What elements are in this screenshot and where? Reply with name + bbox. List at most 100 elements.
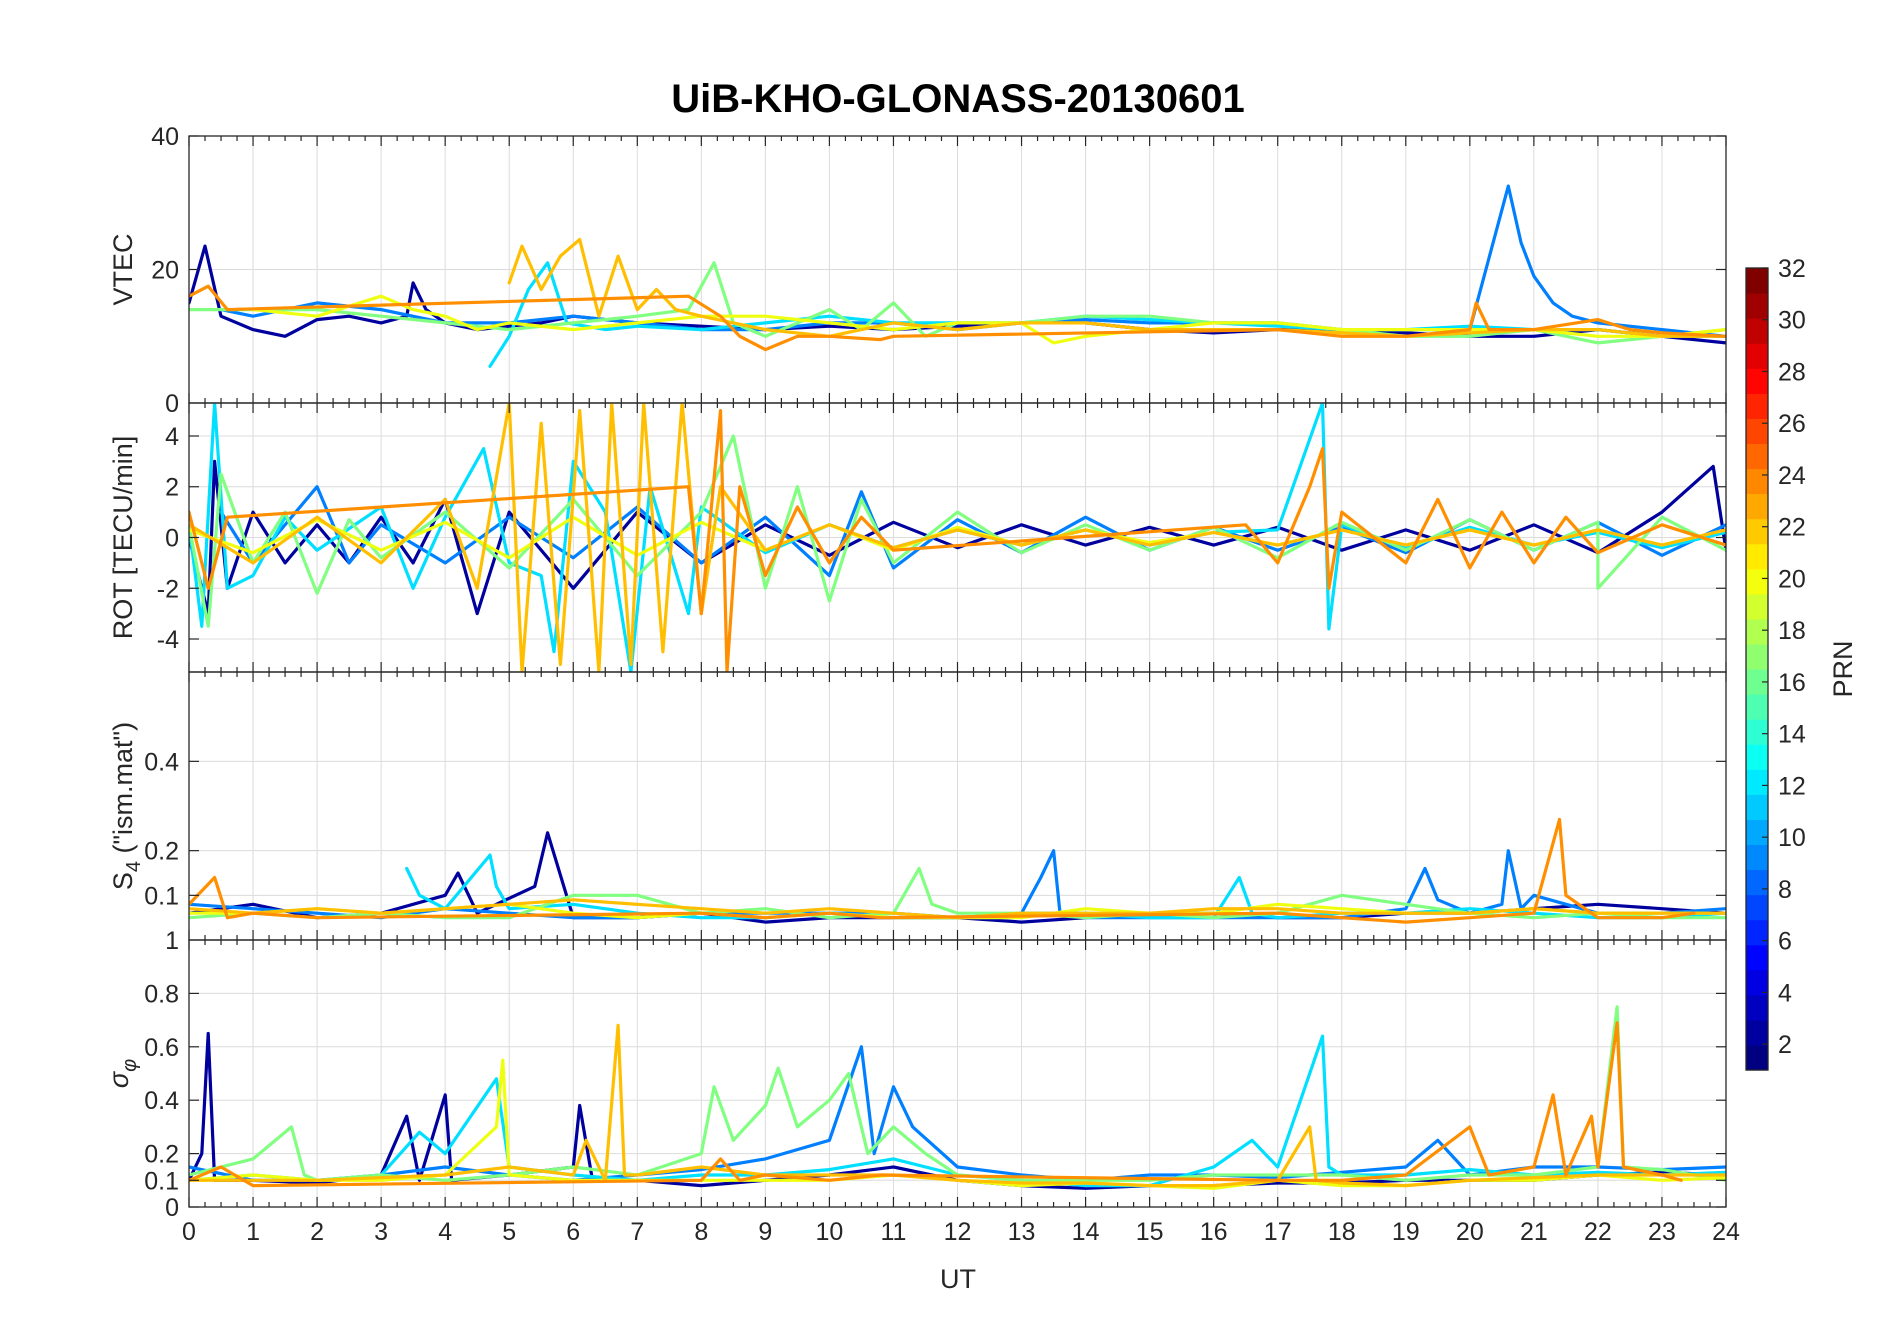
colorbar-segment (1746, 894, 1768, 921)
series-line-prn-16 (189, 1005, 1726, 1182)
x-tick-label: 16 (1200, 1218, 1228, 1246)
colorbar-segment (1746, 493, 1768, 520)
y-tick-label: 0.6 (144, 1034, 179, 1062)
colorbar-label: PRN (1828, 640, 1858, 697)
colorbar-tick-label: 32 (1778, 255, 1806, 283)
x-tick-label: 8 (694, 1218, 708, 1246)
series-line-prn-22 (507, 237, 1726, 338)
y-tick-label-s4-one: 1 (165, 927, 179, 955)
y-axis-label-sigma: σφ (104, 1059, 141, 1088)
colorbar-segment (1746, 443, 1768, 470)
colorbar-segment (1746, 593, 1768, 620)
series-line-prn-24 (189, 284, 1726, 352)
colorbar-tick-label: 14 (1778, 721, 1806, 749)
colorbar-segment (1746, 669, 1768, 695)
y-tick-label: -2 (157, 575, 179, 603)
y-tick-label-vtec-zero: 0 (165, 390, 179, 418)
x-tick-label: 1 (246, 1218, 260, 1246)
x-tick-label: 9 (758, 1218, 772, 1246)
colorbar-segment (1746, 418, 1768, 445)
colorbar-tick-label: 4 (1778, 979, 1792, 1007)
colorbar-segment (1746, 343, 1768, 369)
colorbar-segment (1746, 844, 1768, 871)
colorbar-segment (1746, 1044, 1768, 1071)
chart-title: UiB-KHO-GLONASS-20130601 (671, 77, 1245, 121)
colorbar-tick-label: 8 (1778, 876, 1792, 904)
colorbar-segment (1746, 318, 1768, 344)
colorbar-segment (1746, 994, 1768, 1021)
colorbar-tick-label: 28 (1778, 358, 1806, 386)
y-tick-label: 0.1 (144, 1167, 179, 1195)
colorbar-tick-label: 24 (1778, 462, 1806, 490)
y-tick-label: 0.2 (144, 1141, 179, 1169)
series-line-prn-9 (189, 1045, 1726, 1182)
colorbar-segment (1746, 393, 1768, 419)
x-tick-label: 20 (1456, 1218, 1484, 1246)
y-axis-label-s4: S4 ("ism.mat") (108, 722, 145, 890)
colorbar-segment (1746, 268, 1768, 294)
x-tick-label: 10 (816, 1218, 844, 1246)
x-tick-label: 17 (1264, 1218, 1292, 1246)
series-line-prn-24 (189, 409, 1726, 672)
colorbar-tick-label: 22 (1778, 514, 1806, 542)
colorbar-segment (1746, 744, 1768, 770)
series-line-prn-24 (189, 817, 1696, 924)
x-tick-label: 3 (374, 1218, 388, 1246)
y-tick-label: -4 (157, 626, 179, 654)
y-tick-label: 40 (151, 123, 179, 151)
y-tick-label: 0.4 (144, 748, 179, 776)
y-tick-label: 0 (165, 525, 179, 553)
series-line-prn-16 (189, 866, 1726, 920)
panel-s4: 0.1 0.2 0.4S4 ("ism.mat") (108, 671, 1727, 941)
x-tick-label: 21 (1520, 1218, 1548, 1246)
colorbar-tick-label: 26 (1778, 410, 1806, 438)
x-tick-label: 12 (944, 1218, 972, 1246)
colorbar-segment (1746, 869, 1768, 896)
colorbar-segment (1746, 944, 1768, 971)
series-group-rot (189, 403, 1726, 672)
colorbar-segment (1746, 468, 1768, 495)
colorbar-segment (1746, 694, 1768, 720)
colorbar-tick-label: 2 (1778, 1031, 1792, 1059)
colorbar-segment (1746, 969, 1768, 996)
series-group-sigma (189, 1005, 1726, 1190)
series-group-vtec (189, 184, 1726, 368)
colorbar-segment (1746, 1019, 1768, 1046)
y-tick-label: 20 (151, 257, 179, 285)
y-tick-label: 0 (165, 1194, 179, 1222)
x-tick-label: 19 (1392, 1218, 1420, 1246)
series-group-s4 (189, 817, 1726, 924)
colorbar-segment (1746, 293, 1768, 319)
series-line-prn-9 (219, 184, 1726, 338)
x-axis-label: UT (940, 1264, 976, 1294)
colorbar-segment (1746, 618, 1768, 645)
y-tick-label: 0.1 (144, 882, 179, 910)
x-tick-label: 15 (1136, 1218, 1164, 1246)
series-line-prn-20 (251, 294, 1726, 345)
x-tick-label: 0 (182, 1218, 196, 1246)
x-tick-label: 4 (438, 1218, 452, 1246)
x-tick-label: 18 (1328, 1218, 1356, 1246)
colorbar-segment (1746, 769, 1768, 795)
panel-vtec: 20 40 VTEC (108, 123, 1727, 404)
x-tick-label: 22 (1584, 1218, 1612, 1246)
colorbar-tick-label: 16 (1778, 669, 1806, 697)
colorbar-segment (1746, 568, 1768, 595)
y-tick-label: 4 (165, 423, 179, 451)
colorbar-segment (1746, 919, 1768, 946)
colorbar-segment (1746, 543, 1768, 570)
colorbar-segment (1746, 819, 1768, 846)
y-axis-label-vtec: VTEC (108, 233, 138, 305)
colorbar-tick-label: 10 (1778, 824, 1806, 852)
panel-rot: -4 -2 0 2 4 ROT [TECU/min] (108, 402, 1727, 673)
y-axis-label-rot: ROT [TECU/min] (108, 436, 138, 640)
x-tick-label: 5 (502, 1218, 516, 1246)
colorbar-tick-label: 12 (1778, 772, 1806, 800)
x-tick-label: 14 (1072, 1218, 1100, 1246)
x-tick-label: 13 (1008, 1218, 1036, 1246)
colorbar-segment (1746, 794, 1768, 820)
x-tick-label: 23 (1648, 1218, 1676, 1246)
x-tick-label: 24 (1712, 1218, 1740, 1246)
